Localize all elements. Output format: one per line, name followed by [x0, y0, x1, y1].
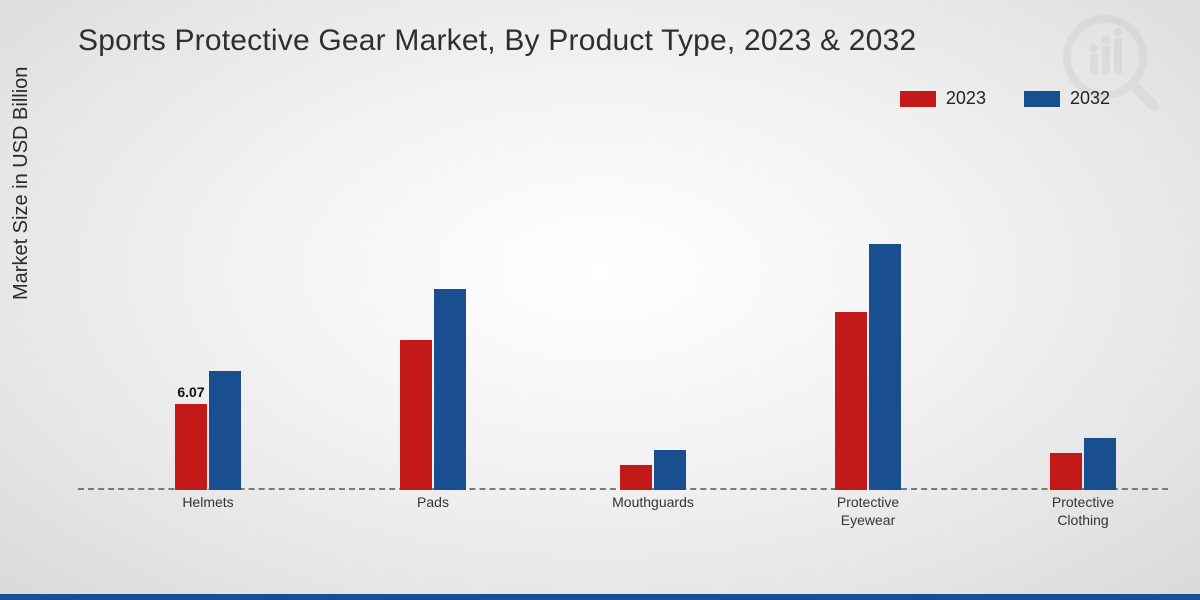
bar-2032-1 [434, 289, 466, 490]
legend: 2023 2032 [900, 88, 1110, 109]
bar-2023-2 [620, 465, 652, 491]
plot-area: 6.07 [78, 150, 1168, 490]
bar-group: 6.07 [158, 371, 258, 490]
bar-2023-1 [400, 340, 432, 490]
bar-2032-3 [869, 244, 901, 491]
legend-swatch-2023 [900, 91, 936, 107]
bottom-border-accent [0, 594, 1200, 600]
x-axis-tick-label: ProtectiveClothing [1013, 494, 1153, 529]
chart-title: Sports Protective Gear Market, By Produc… [78, 24, 916, 58]
bar-group [1033, 438, 1133, 490]
bar-2023-3 [835, 312, 867, 491]
bar-group [383, 289, 483, 490]
bar-group [603, 450, 703, 490]
x-axis-tick-label: Helmets [138, 494, 278, 512]
legend-label-2023: 2023 [946, 88, 986, 109]
x-axis-tick-label: Pads [363, 494, 503, 512]
x-axis-tick-label: Mouthguards [583, 494, 723, 512]
legend-swatch-2032 [1024, 91, 1060, 107]
bar-2032-0 [209, 371, 241, 490]
bar-2023-4 [1050, 453, 1082, 490]
bar-2032-2 [654, 450, 686, 490]
bar-group [818, 244, 918, 491]
chart-canvas: Sports Protective Gear Market, By Produc… [0, 0, 1200, 600]
x-axis-labels: Helmets Pads Mouthguards ProtectiveEyewear P… [78, 494, 1168, 544]
bar-2023-0: 6.07 [175, 404, 207, 490]
x-axis-tick-label: ProtectiveEyewear [798, 494, 938, 529]
legend-item-2023: 2023 [900, 88, 986, 109]
legend-item-2032: 2032 [1024, 88, 1110, 109]
legend-label-2032: 2032 [1070, 88, 1110, 109]
y-axis-label: Market Size in USD Billion [10, 67, 33, 300]
bar-value-label: 6.07 [177, 384, 204, 400]
bar-2032-4 [1084, 438, 1116, 490]
